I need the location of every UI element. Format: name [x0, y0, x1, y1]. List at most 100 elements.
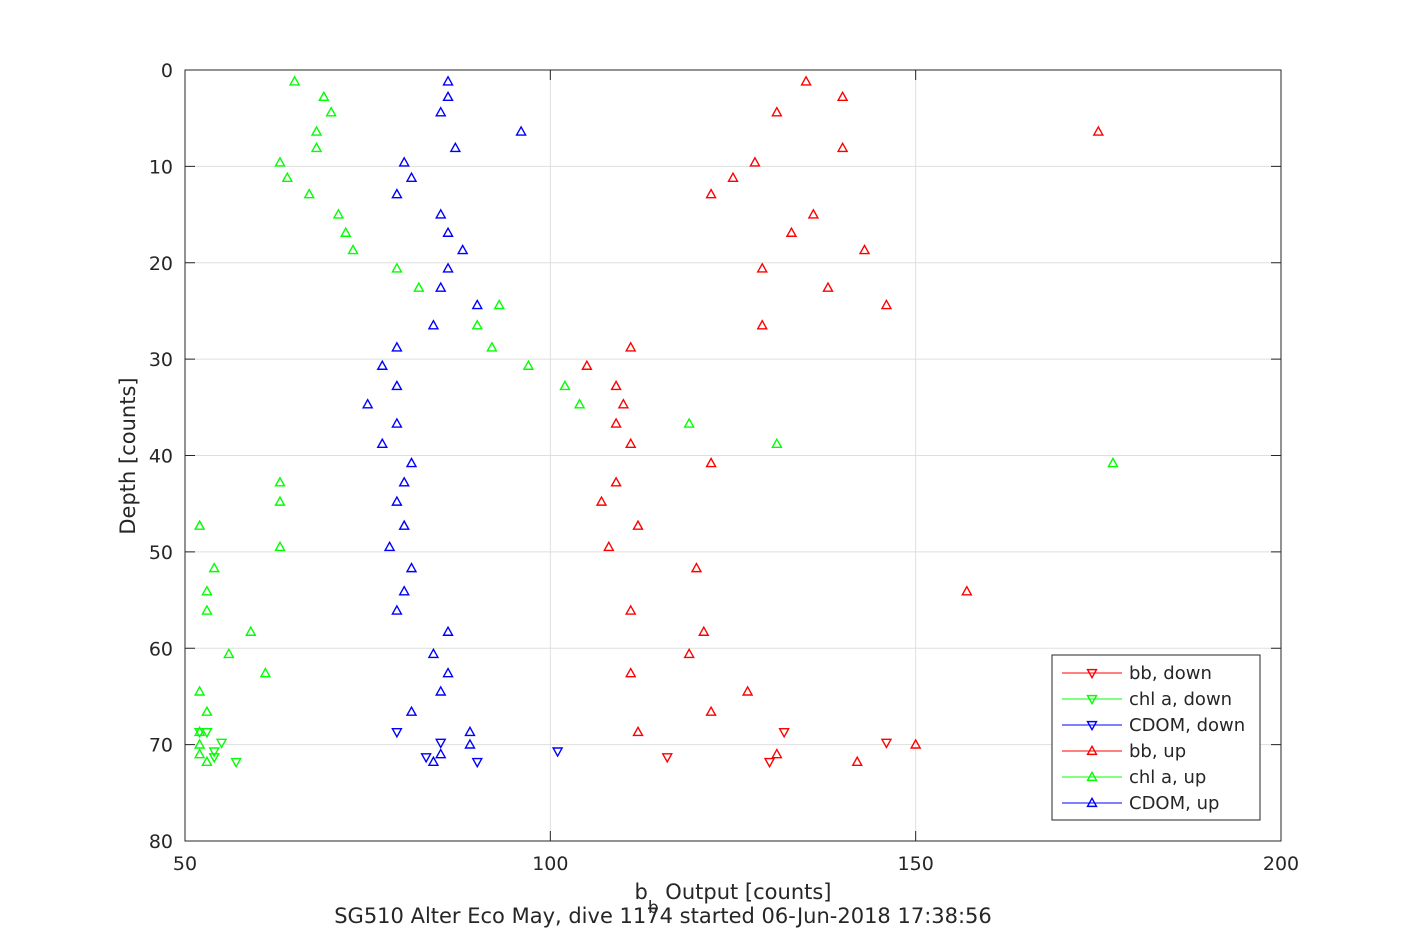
series-0: [661, 728, 893, 769]
data-point: [961, 585, 973, 596]
data-point: [435, 738, 447, 749]
data-point: [610, 417, 622, 428]
data-point: [281, 171, 293, 183]
data-point: [215, 738, 228, 749]
y-tick-label: 20: [149, 253, 173, 275]
data-point: [259, 667, 272, 678]
data-point: [193, 738, 206, 749]
data-point: [391, 262, 403, 273]
data-point: [727, 171, 739, 183]
data-point: [405, 562, 418, 573]
data-point: [347, 244, 359, 255]
x-tick-label: 50: [173, 853, 197, 875]
data-point: [245, 625, 257, 636]
legend-label: chl a, down: [1129, 689, 1232, 710]
data-point: [391, 495, 403, 506]
y-tick-label: 80: [149, 831, 173, 853]
y-tick-label: 40: [149, 446, 173, 468]
data-point: [442, 262, 454, 273]
data-point: [208, 562, 220, 573]
data-point: [610, 476, 622, 487]
data-point: [208, 747, 220, 758]
data-point: [632, 519, 644, 530]
data-point: [456, 244, 469, 255]
x-tick-label: 150: [898, 853, 934, 875]
data-point: [741, 685, 754, 696]
data-point: [201, 585, 213, 596]
data-point: [442, 226, 454, 237]
data-point: [858, 244, 871, 255]
legend-marker: [1086, 796, 1098, 808]
data-point: [581, 359, 593, 370]
data-point: [625, 667, 637, 678]
data-point: [376, 437, 388, 449]
legend-marker: [1086, 770, 1098, 782]
data-point: [193, 685, 206, 696]
data-point: [332, 208, 345, 219]
data-point: [193, 748, 206, 759]
data-point: [435, 685, 447, 696]
data-point: [1092, 125, 1105, 136]
data-point: [771, 437, 783, 449]
data-point: [800, 75, 812, 86]
legend-box: [1051, 654, 1261, 821]
data-point: [756, 262, 768, 273]
data-point: [763, 757, 776, 769]
legend: bb, down chl a, down CDOM, down bb, up chl a…: [1051, 654, 1261, 821]
data-point: [625, 604, 637, 615]
data-point: [376, 359, 388, 370]
data-point: [391, 341, 403, 352]
data-points: [193, 75, 1119, 769]
data-point: [201, 728, 213, 739]
y-tick-label: 70: [149, 735, 173, 757]
data-point: [274, 156, 286, 167]
data-point: [361, 398, 374, 409]
data-point: [405, 705, 418, 716]
y-tick-label: 10: [149, 156, 173, 178]
data-point: [632, 725, 644, 737]
data-point: [771, 106, 783, 117]
data-point: [690, 562, 703, 573]
x-axis-label-rest: Output [counts]: [659, 880, 832, 904]
data-point: [442, 90, 454, 102]
data-point: [398, 585, 410, 596]
data-point: [705, 705, 717, 716]
chart-title: SG510 Alter Eco May, dive 1174 started 0…: [334, 904, 992, 928]
data-point: [551, 747, 564, 758]
data-point: [398, 519, 410, 530]
data-point: [573, 398, 586, 409]
data-point: [471, 298, 483, 310]
x-axis-label: bb Output [counts]: [634, 880, 831, 918]
data-point: [698, 625, 710, 636]
data-point: [274, 540, 286, 552]
data-point: [405, 457, 418, 468]
data-point: [471, 319, 483, 330]
data-point: [391, 728, 403, 739]
data-point: [522, 359, 535, 370]
data-point: [435, 208, 447, 219]
data-point: [661, 753, 673, 764]
data-point: [435, 748, 447, 759]
data-point: [398, 476, 410, 487]
legend-label: bb, down: [1129, 663, 1212, 684]
x-tick-label: 100: [532, 853, 568, 875]
data-point: [383, 540, 396, 552]
data-point: [325, 106, 337, 117]
data-point: [449, 141, 462, 153]
data-point: [1107, 457, 1119, 468]
data-point: [625, 437, 637, 449]
x-axis-label-main: b: [634, 880, 647, 904]
data-point: [223, 647, 235, 659]
legend-label: chl a, up: [1129, 767, 1206, 788]
data-point: [595, 495, 608, 506]
data-point: [391, 604, 403, 615]
data-point: [442, 75, 454, 86]
data-point: [493, 298, 505, 310]
data-point: [610, 379, 622, 391]
data-point: [435, 106, 447, 117]
x-tick-label: 200: [1263, 853, 1299, 875]
y-tick-label: 60: [149, 638, 173, 660]
data-point: [391, 379, 403, 391]
y-axis-label: Depth [counts]: [116, 377, 140, 534]
data-point: [391, 188, 403, 199]
